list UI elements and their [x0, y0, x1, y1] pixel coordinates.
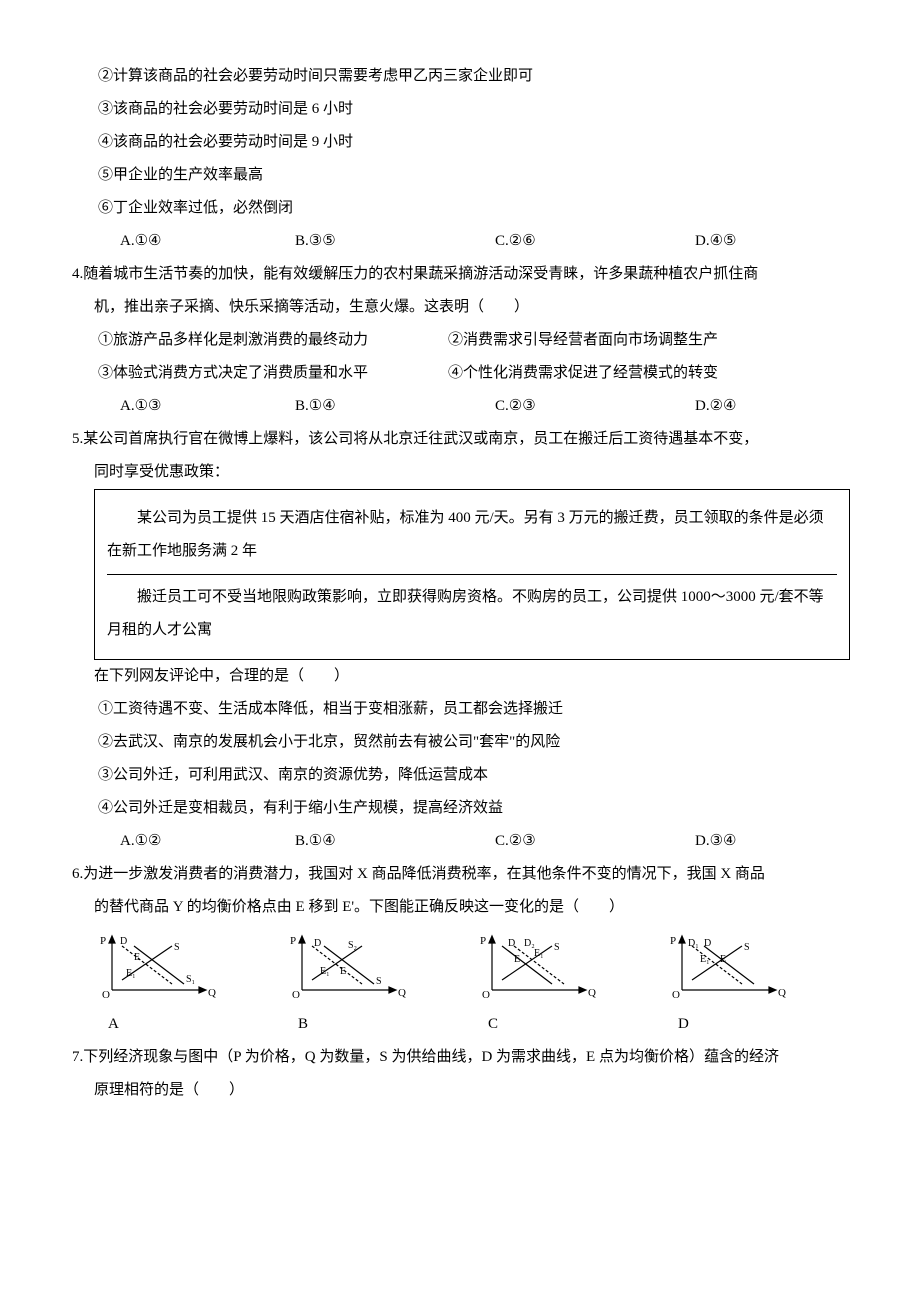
q3-statement-3: ③该商品的社会必要劳动时间是 6 小时: [98, 93, 870, 126]
origin-label: O: [292, 989, 300, 1001]
e1-label: E₁: [700, 954, 710, 965]
q4-statement-3: ③体验式消费方式决定了消费质量和水平: [98, 357, 448, 390]
q3-option-b: B.③⑤: [295, 225, 495, 258]
s-label: S: [174, 942, 180, 953]
q4-stem-line1: 4.随着城市生活节奏的加快，能有效缓解压力的农村果蔬采摘游活动深受青睐，许多果蔬…: [72, 258, 870, 291]
d-label: D: [120, 936, 127, 947]
q4-statement-1: ①旅游产品多样化是刺激消费的最终动力: [98, 324, 448, 357]
q4-option-c: C.②③: [495, 390, 695, 423]
q3-statement-6: ⑥丁企业效率过低，必然倒闭: [98, 192, 870, 225]
q6-chart-c: P Q O D D₂ E E₁ S: [474, 932, 664, 1004]
e1-label: E₁: [126, 968, 136, 979]
q3-statement-4: ④该商品的社会必要劳动时间是 9 小时: [98, 126, 870, 159]
e1-label: E₁: [534, 948, 544, 959]
q5-option-b: B.①④: [295, 825, 495, 858]
q6-label-c: C: [488, 1008, 678, 1041]
e-label: E: [340, 966, 346, 977]
q6-stem-line2: 的替代商品 Y 的均衡价格点由 E 移到 E'。下图能正确反映这一变化的是（ ）: [94, 891, 870, 924]
q6-label-d: D: [678, 1008, 868, 1041]
q3-statement-2: ②计算该商品的社会必要劳动时间只需要考虑甲乙丙三家企业即可: [98, 60, 870, 93]
q3-option-a: A.①④: [120, 225, 295, 258]
q4-option-a: A.①③: [120, 390, 295, 423]
q6-label-a: A: [108, 1008, 298, 1041]
q5-option-c: C.②③: [495, 825, 695, 858]
q6-chart-d: P Q O D₁ D E₁ E S: [664, 932, 854, 1004]
q5-statement-4: ④公司外迁是变相裁员，有利于缩小生产规模，提高经济效益: [98, 792, 870, 825]
q5-statement-2: ②去武汉、南京的发展机会小于北京，贸然前去有被公司"套牢"的风险: [98, 726, 870, 759]
d-label: D: [508, 938, 515, 949]
axis-p-label: P: [290, 935, 296, 947]
q6-chart-b: P Q O D S₂ E₁ E S: [284, 932, 474, 1004]
origin-label: O: [102, 989, 110, 1001]
q5-policy-row-1: 某公司为员工提供 15 天酒店住宿补贴，标准为 400 元/天。另有 3 万元的…: [107, 496, 837, 575]
q5-stem-line1: 5.某公司首席执行官在微博上爆料，该公司将从北京迁往武汉或南京，员工在搬迁后工资…: [72, 423, 870, 456]
s-label: S: [376, 976, 382, 987]
q5-policy-row-2: 搬迁员工可不受当地限购政策影响，立即获得购房资格。不购房的员工，公司提供 100…: [107, 575, 837, 653]
e-label: E: [134, 952, 140, 963]
q7-stem-line2: 原理相符的是（ ）: [94, 1074, 870, 1107]
q4-statement-4: ④个性化消费需求促进了经营模式的转变: [448, 357, 718, 390]
axis-p-label: P: [480, 935, 486, 947]
q5-statement-1: ①工资待遇不变、生活成本降低，相当于变相涨薪，员工都会选择搬迁: [98, 693, 870, 726]
e-label: E: [720, 954, 726, 965]
q5-statement-3: ③公司外迁，可利用武汉、南京的资源优势，降低运营成本: [98, 759, 870, 792]
q3-option-c: C.②⑥: [495, 225, 695, 258]
q6-charts-row: P Q O D S E E₁ S₁ P Q O D S₂: [94, 932, 870, 1004]
q6-chart-a: P Q O D S E E₁ S₁: [94, 932, 284, 1004]
q4-statement-2: ②消费需求引导经营者面向市场调整生产: [448, 324, 718, 357]
q6-label-b: B: [298, 1008, 488, 1041]
q4-option-d: D.②④: [695, 390, 870, 423]
axis-q-label: Q: [778, 987, 786, 999]
axis-q-label: Q: [588, 987, 596, 999]
q3-statement-5: ⑤甲企业的生产效率最高: [98, 159, 870, 192]
q5-post-box: 在下列网友评论中，合理的是（ ）: [94, 660, 870, 693]
q7-stem-line1: 7.下列经济现象与图中（P 为价格，Q 为数量，S 为供给曲线，D 为需求曲线，…: [72, 1041, 870, 1074]
axis-p-label: P: [670, 935, 676, 947]
q5-option-a: A.①②: [120, 825, 295, 858]
origin-label: O: [482, 989, 490, 1001]
q5-stem-line2: 同时享受优惠政策：: [94, 456, 870, 489]
e-label: E: [514, 954, 520, 965]
q6-chart-labels: A B C D: [108, 1008, 870, 1041]
q4-option-b: B.①④: [295, 390, 495, 423]
e1-label: E₁: [320, 966, 330, 977]
q5-option-d: D.③④: [695, 825, 870, 858]
s2-label: S₂: [348, 940, 357, 951]
axis-p-label: P: [100, 935, 106, 947]
axis-q-label: Q: [208, 987, 216, 999]
q6-stem-line1: 6.为进一步激发消费者的消费潜力，我国对 X 商品降低消费税率，在其他条件不变的…: [72, 858, 870, 891]
d1-label: D₁: [688, 938, 699, 949]
s-label: S: [554, 942, 560, 953]
q3-options: A.①④ B.③⑤ C.②⑥ D.④⑤: [120, 225, 870, 258]
d-label: D: [314, 938, 321, 949]
axis-q-label: Q: [398, 987, 406, 999]
q4-options: A.①③ B.①④ C.②③ D.②④: [120, 390, 870, 423]
q3-option-d: D.④⑤: [695, 225, 870, 258]
s1-label: S₁: [186, 974, 195, 985]
s-label: S: [744, 942, 750, 953]
q5-policy-box: 某公司为员工提供 15 天酒店住宿补贴，标准为 400 元/天。另有 3 万元的…: [94, 489, 850, 660]
d-label: D: [704, 938, 711, 949]
q4-stem-line2: 机，推出亲子采摘、快乐采摘等活动，生意火爆。这表明（ ）: [94, 291, 870, 324]
origin-label: O: [672, 989, 680, 1001]
q5-options: A.①② B.①④ C.②③ D.③④: [120, 825, 870, 858]
